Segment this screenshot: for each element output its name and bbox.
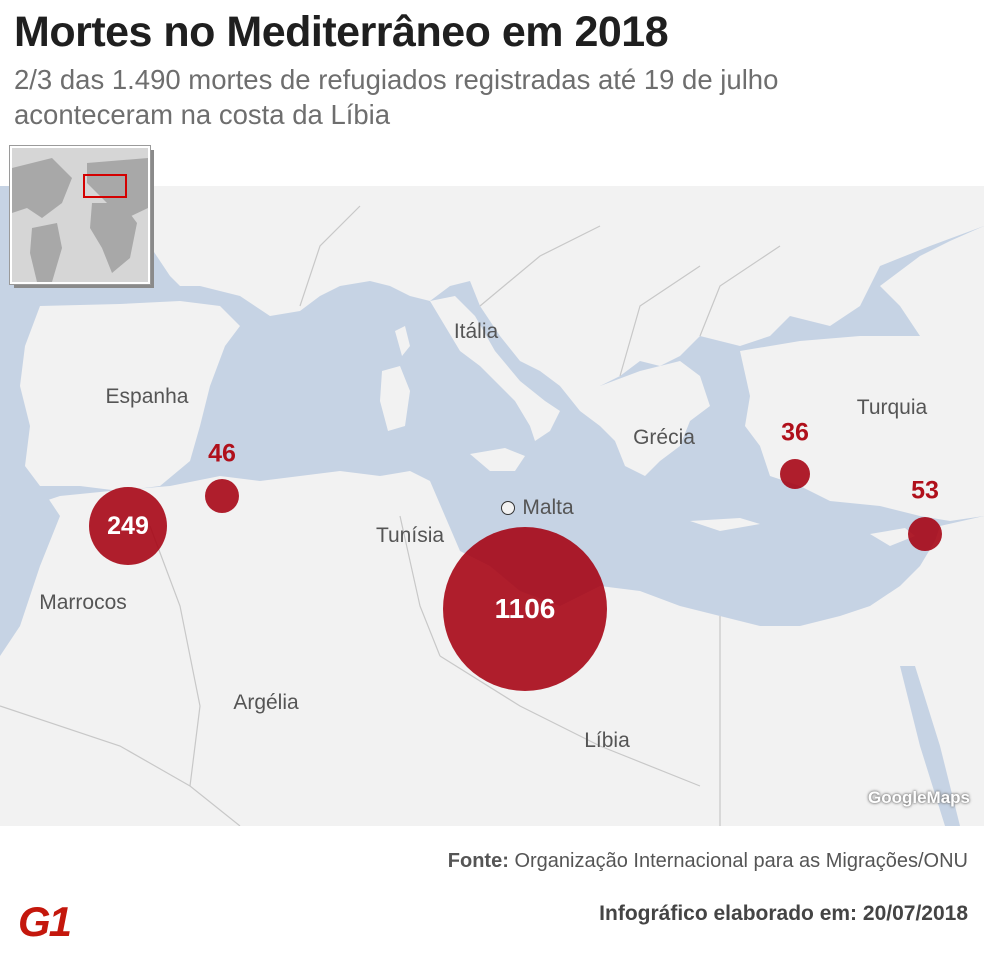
source-text: Organização Internacional para as Migraç… (514, 850, 968, 872)
locator-inset-map (10, 146, 150, 284)
page-subtitle: 2/3 das 1.490 mortes de refugiados regis… (14, 64, 779, 130)
place-label-greece: Grécia (633, 426, 695, 449)
place-label-morocco: Marrocos (39, 591, 127, 614)
place-label-spain: Espanha (105, 385, 189, 408)
death-label-algeria: 46 (208, 439, 236, 468)
map-attribution: GoogleMaps (867, 788, 970, 807)
place-label-italy: Itália (453, 320, 499, 343)
made-date-value: 20/07/2018 (862, 902, 968, 925)
death-bubble-morocco: 249 (89, 487, 167, 565)
place-label-malta: Malta (522, 496, 574, 519)
death-bubble-value: 249 (107, 511, 149, 540)
death-label-turkey: 36 (781, 418, 809, 447)
map: Espanha Itália Grécia Turquia Tunísia Ma… (0, 186, 984, 826)
map-basemap (0, 186, 984, 826)
g1-logo: G1 (17, 898, 72, 945)
death-label-syria: 53 (911, 476, 939, 505)
malta-marker-icon (501, 501, 515, 515)
death-bubble-value: 1106 (494, 593, 556, 624)
death-bubble-syria (908, 517, 942, 551)
place-label-tunisia: Tunísia (375, 524, 445, 547)
made-label: Infográfico elaborado em: (599, 902, 858, 925)
death-bubble-libya: 1106 (443, 527, 607, 691)
source-credit: Fonte: Organização Internacional para as… (448, 850, 968, 873)
place-label-libya: Líbia (584, 729, 630, 752)
death-bubble-turkey (780, 459, 810, 489)
infographic-date: Infográfico elaborado em: 20/07/2018 (599, 902, 968, 926)
source-label: Fonte: (447, 850, 509, 872)
death-bubble-algeria (205, 479, 239, 513)
page-title: Mortes no Mediterrâneo em 2018 (14, 8, 669, 56)
place-label-turkey: Turquia (856, 396, 928, 419)
place-label-algeria: Argélia (233, 691, 299, 714)
locator-globe-icon (12, 148, 148, 282)
